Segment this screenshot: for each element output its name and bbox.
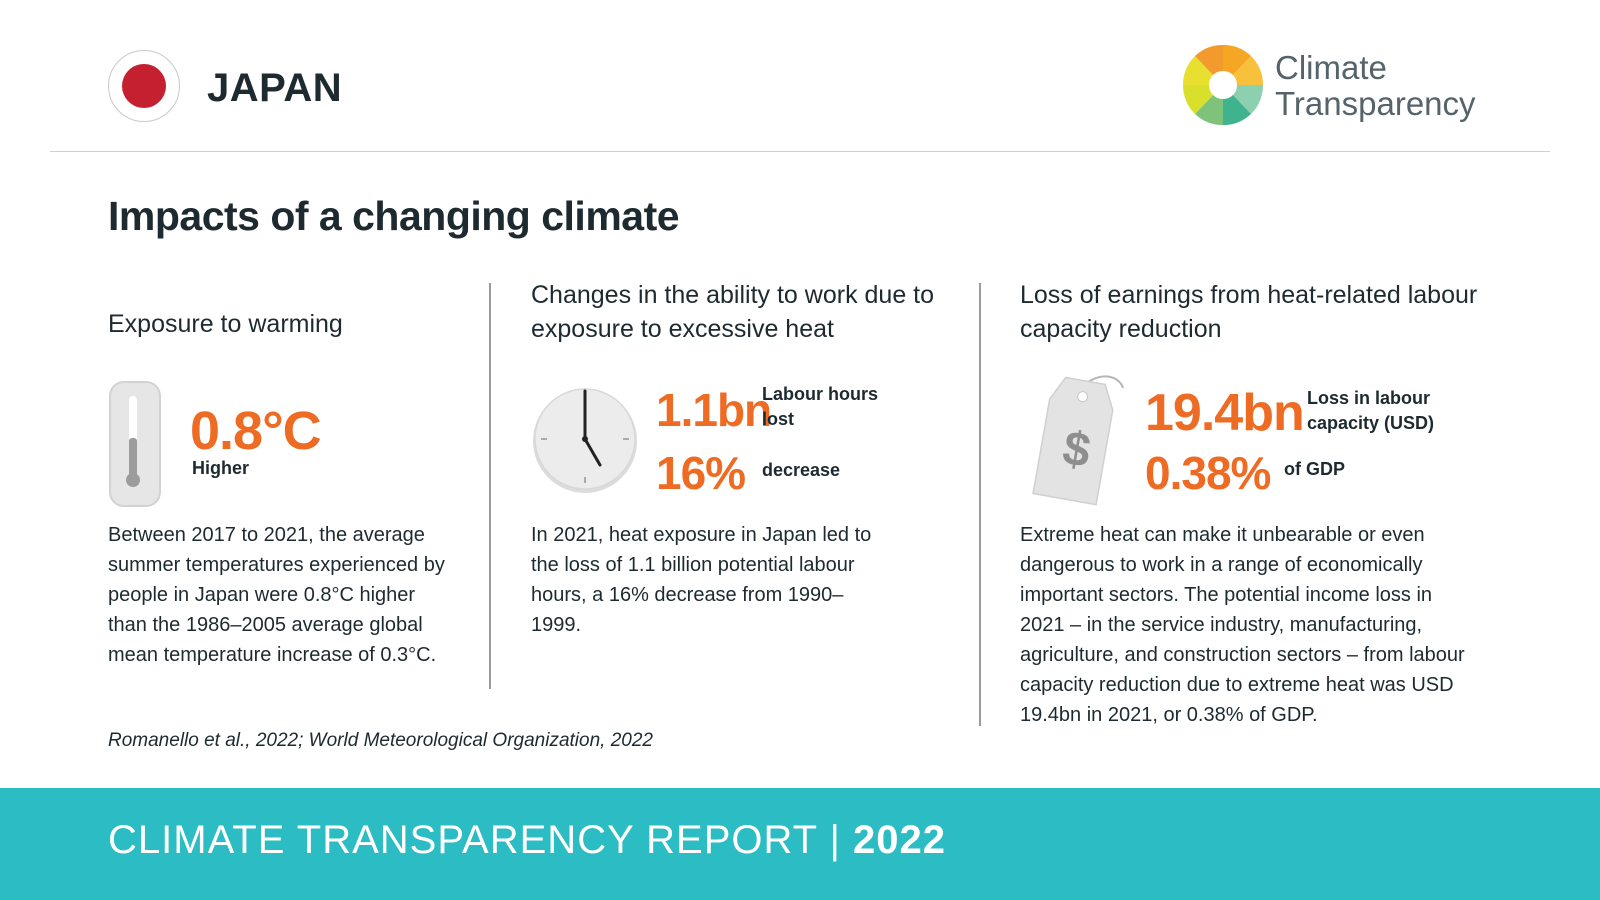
country-name: JAPAN (207, 66, 343, 110)
source-citation: Romanello et al., 2022; World Meteorolog… (108, 730, 653, 751)
col1-heading: Exposure to warming (108, 310, 343, 338)
col2-stat2-value: 16% (656, 447, 746, 499)
col1-stat-label: Higher (192, 458, 250, 478)
thermometer-icon (109, 381, 161, 507)
header-divider (50, 151, 1550, 152)
col2-stat1-label: Labour hours lost (762, 384, 878, 429)
footer-year: 2022 (853, 818, 946, 862)
column-divider-1 (489, 283, 491, 689)
col2-stat1-value: 1.1bn (656, 384, 772, 436)
price-tag-icon: $ (1032, 375, 1124, 506)
footer-title: CLIMATE TRANSPARENCY REPORT | 2022 (108, 818, 946, 863)
clock-icon (533, 388, 637, 493)
col1-stat-value: 0.8°C (190, 401, 322, 461)
col2-stat2-label: decrease (762, 460, 841, 480)
footer-report-label: CLIMATE TRANSPARENCY REPORT | (108, 818, 853, 862)
col2-heading: Changes in the ability to work due to ex… (531, 281, 935, 343)
logo-line-2: Transparency (1275, 85, 1476, 122)
climate-transparency-logo (1182, 44, 1264, 126)
section-title: Impacts of a changing climate (108, 193, 680, 239)
col3-stat1-label: Loss in labour capacity (USD) (1307, 388, 1435, 433)
logo-line-1: Climate (1275, 49, 1387, 86)
col2-body: In 2021, heat exposure in Japan led to t… (531, 524, 872, 636)
col3-stat2-value: 0.38% (1145, 447, 1271, 499)
col3-heading: Loss of earnings from heat-related labou… (1020, 281, 1478, 343)
column-divider-2 (979, 283, 981, 726)
logo-wordmark: Climate Transparency (1275, 50, 1476, 122)
col3-stat2-label: of GDP (1284, 459, 1345, 479)
footer-banner: CLIMATE TRANSPARENCY REPORT | 2022 (0, 788, 1600, 900)
japan-flag-icon (108, 50, 180, 122)
flag-red-circle (122, 64, 166, 108)
col3-stat1-value: 19.4bn (1145, 384, 1305, 442)
col3-body: Extreme heat can make it unbearable or e… (1020, 524, 1465, 726)
col1-body: Between 2017 to 2021, the average summer… (108, 524, 445, 666)
